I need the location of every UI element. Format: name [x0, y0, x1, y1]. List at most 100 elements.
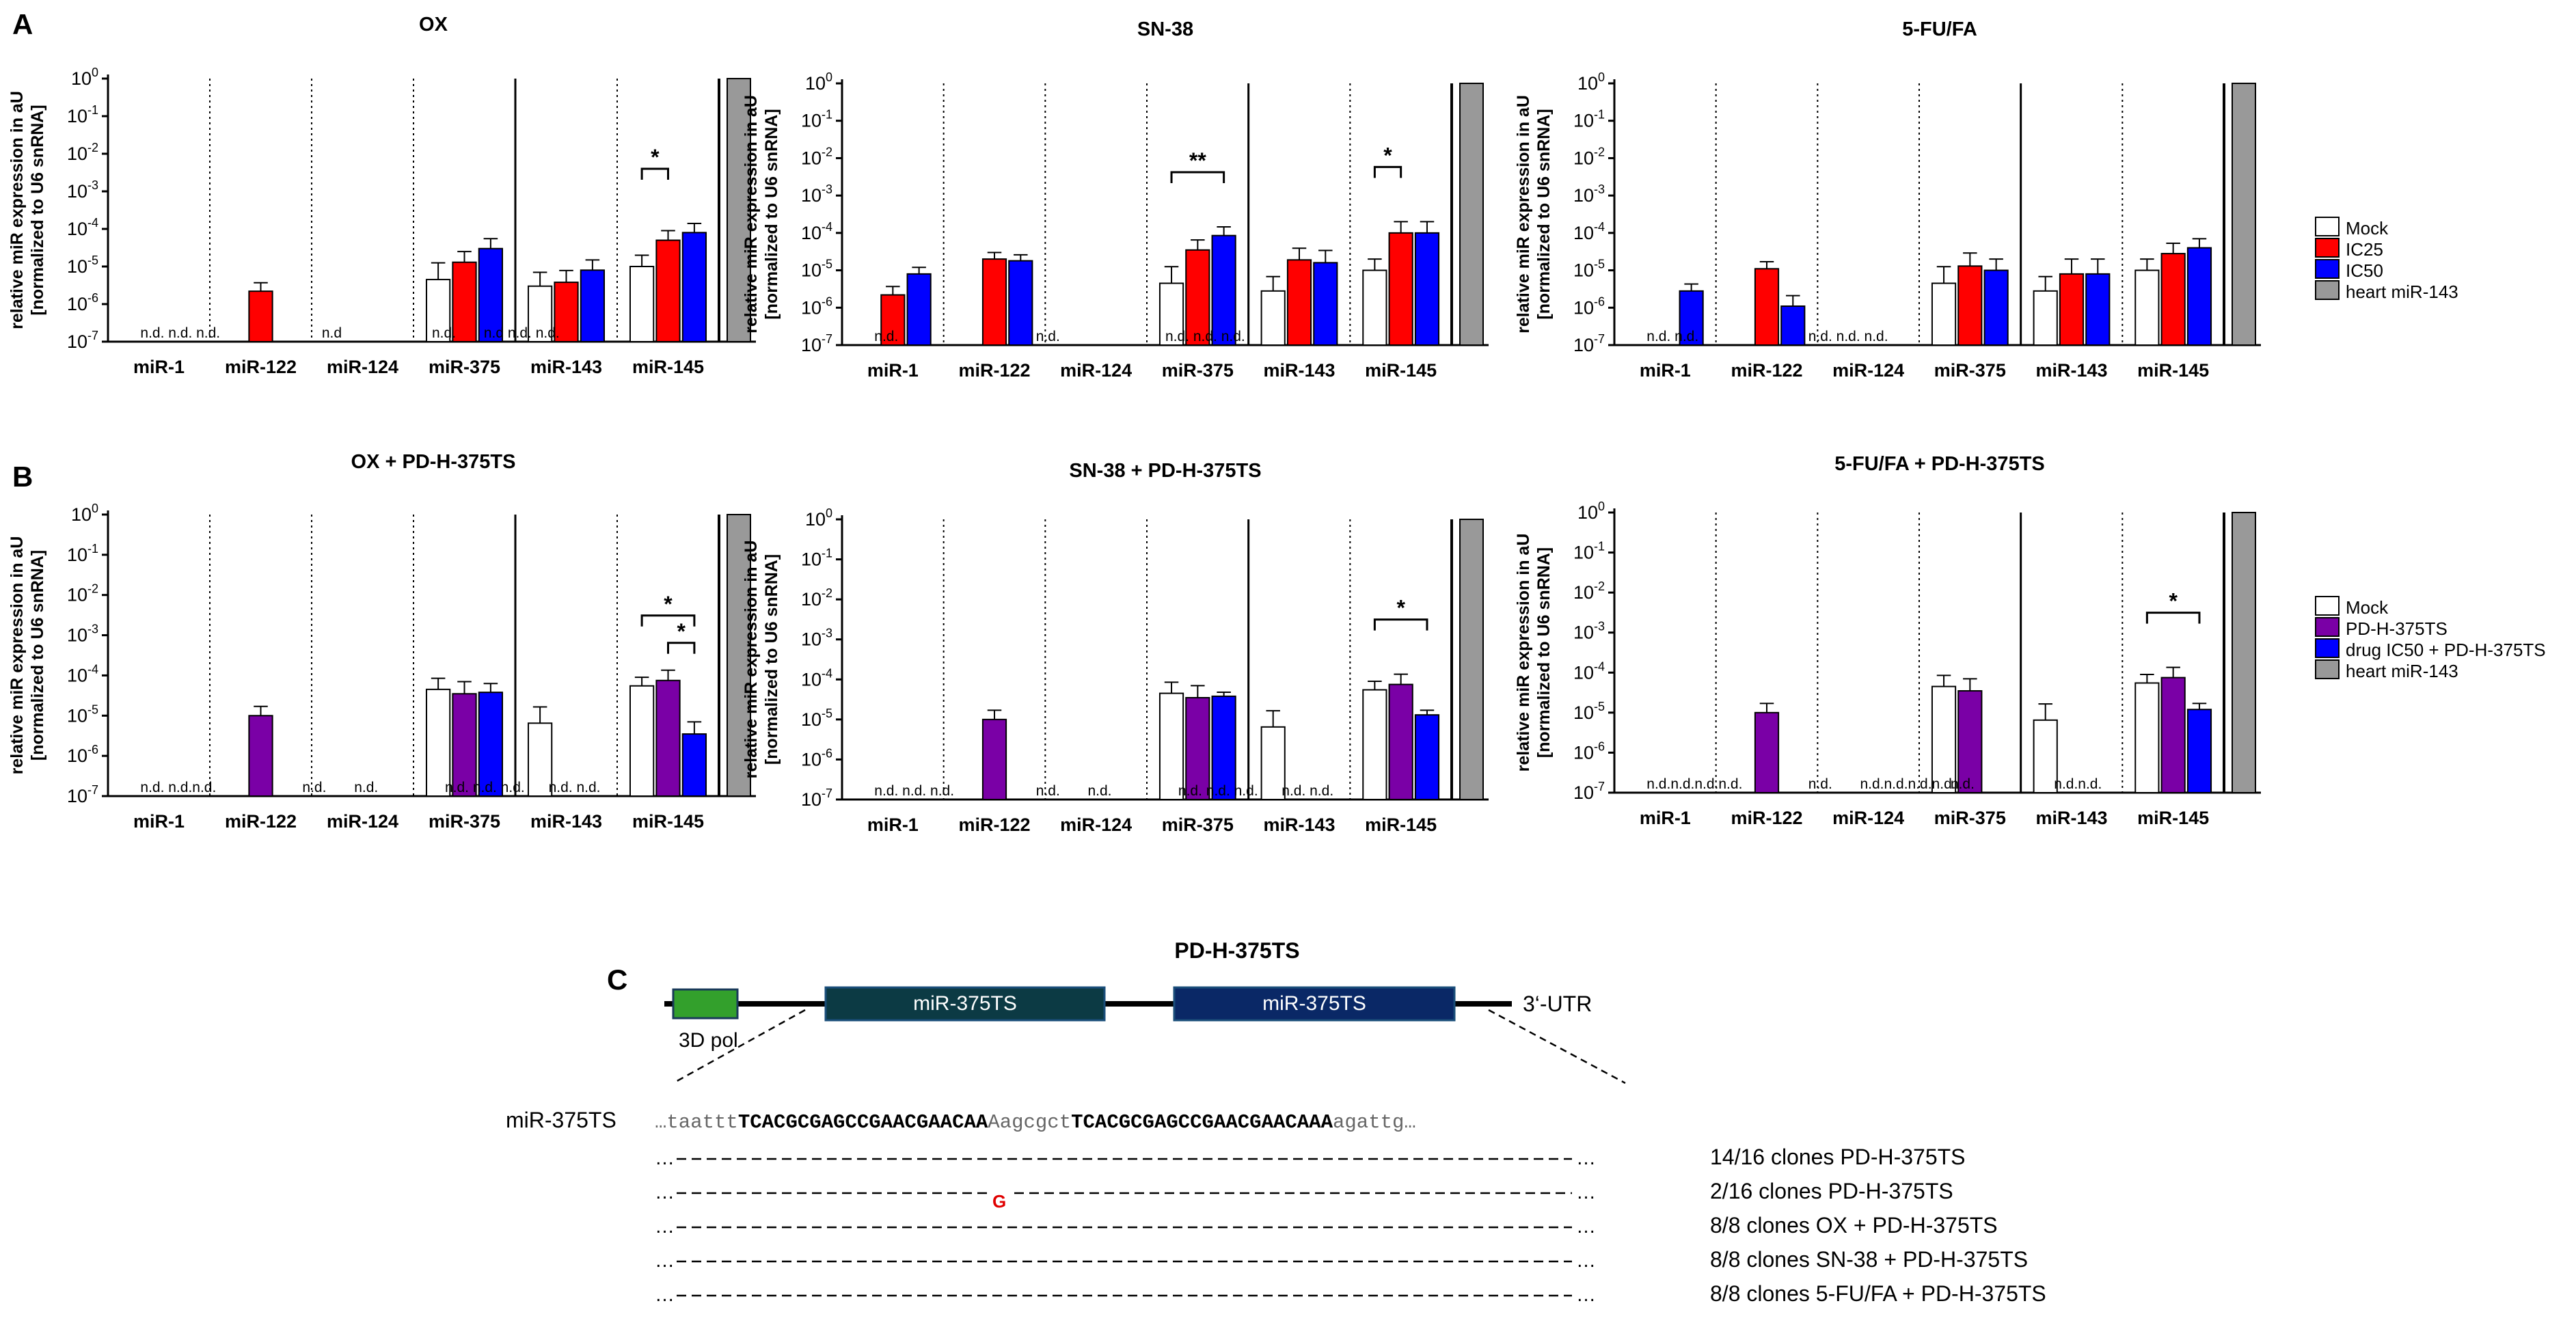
nd-label: n.d. — [874, 329, 898, 344]
legend-a-label-2: IC50 — [2346, 260, 2383, 281]
y-axis-label-4: relative miR expression in aU[normalized… — [742, 541, 781, 779]
y-tick-exponent: -2 — [87, 582, 98, 596]
nd-label: n.d. — [302, 780, 326, 795]
y-tick-exponent: -7 — [1594, 780, 1605, 793]
legend-b-label-3: heart miR-143 — [2346, 661, 2458, 681]
y-axis-label-line1: relative miR expression in aU — [8, 536, 27, 775]
mir375ts-box-1-label: miR-375TS — [913, 992, 1017, 1015]
y-axis-label-5: relative miR expression in aU[normalized… — [1514, 534, 1554, 772]
x-tick-label: miR-375 — [1162, 360, 1234, 381]
y-tick-exponent: -6 — [87, 291, 98, 305]
y-tick-base: 10 — [1573, 111, 1594, 131]
y-tick-label: 100 — [1577, 500, 1605, 523]
nd-label: n.d n.d. n.d. — [484, 325, 560, 341]
x-tick-label: miR-122 — [1731, 808, 1802, 828]
y-tick-label: 100 — [805, 70, 832, 94]
nd-label: n.d. n.d. — [549, 780, 601, 795]
y-tick-label: 10-7 — [1573, 780, 1605, 803]
y-tick-base: 10 — [801, 148, 822, 168]
clone-label-0: 14/16 clones PD-H-375TS — [1710, 1145, 1966, 1169]
y-tick-base: 10 — [801, 669, 822, 689]
x-tick-label: miR-375 — [429, 811, 500, 832]
y-tick-label: 10-1 — [67, 103, 98, 126]
y-tick-exponent: 0 — [92, 66, 98, 79]
chart-title-5: 5-FU/FA + PD-H-375TS — [1834, 453, 2045, 475]
y-axis-label-line2: [normalized to U6 snRNA] — [28, 105, 47, 315]
bar — [1211, 695, 1236, 800]
bar — [1286, 259, 1312, 346]
significance-bracket — [1373, 165, 1402, 178]
clone-label-3: 8/8 clones SN-38 + PD-H-375TS — [1710, 1247, 2028, 1272]
bar — [629, 685, 655, 797]
zoom-line-right — [1488, 1009, 1626, 1084]
bar — [655, 679, 681, 797]
y-tick-exponent: -3 — [87, 178, 98, 192]
y-tick-label: 10-2 — [67, 582, 98, 605]
y-tick-exponent: -1 — [87, 542, 98, 556]
x-tick-label: miR-143 — [1263, 360, 1335, 381]
chart-title-1: SN-38 — [1137, 18, 1193, 40]
x-tick-label: miR-124 — [327, 357, 398, 377]
y-tick-exponent: -5 — [1594, 258, 1605, 271]
y-tick-label: 10-3 — [1573, 182, 1605, 206]
y-tick-label: 10-7 — [67, 783, 98, 806]
panel-letter-a: A — [12, 8, 33, 40]
y-tick-label: 10-2 — [801, 586, 832, 610]
y-tick-exponent: -2 — [822, 586, 832, 600]
y-tick-label: 10-4 — [67, 216, 98, 239]
mir375ts-box-2-label: miR-375TS — [1262, 992, 1366, 1015]
bar — [1754, 711, 1780, 794]
y-tick-exponent: -7 — [87, 783, 98, 797]
y-axis-label-line2: [normalized to U6 snRNA] — [762, 554, 781, 765]
y-tick-exponent: 0 — [826, 70, 832, 84]
significance-marker: * — [664, 592, 673, 616]
bar — [2160, 253, 2186, 346]
y-tick-base: 10 — [1573, 742, 1594, 763]
chart-2: 5-FU/FA relative miR expression in aU[nor… — [1514, 18, 2261, 381]
y-tick-label: 10-4 — [801, 220, 832, 243]
y-tick-base: 10 — [805, 73, 826, 94]
bar — [2186, 709, 2212, 793]
y-tick-base: 10 — [67, 331, 87, 352]
y-tick-base: 10 — [1573, 582, 1594, 603]
significance-marker: * — [1396, 596, 1405, 620]
reference-bar — [727, 78, 751, 342]
y-tick-exponent: -3 — [1594, 620, 1605, 633]
y-tick-exponent: -4 — [87, 216, 98, 230]
y-tick-base: 10 — [1573, 297, 1594, 318]
y-tick-base: 10 — [801, 549, 822, 570]
bar — [2160, 677, 2186, 794]
y-tick-exponent: -2 — [87, 141, 98, 154]
y-tick-label: 10-5 — [801, 258, 832, 281]
bar — [1362, 689, 1387, 800]
nd-label: n.d — [322, 325, 342, 341]
y-tick-exponent: -2 — [822, 145, 832, 159]
significance-marker: * — [677, 619, 686, 644]
y-tick-base: 10 — [67, 106, 87, 126]
y-tick-label: 10-2 — [67, 141, 98, 164]
x-tick-label: miR-124 — [1832, 360, 1904, 381]
significance-marker: ** — [1189, 148, 1206, 173]
y-tick-label: 10-6 — [67, 291, 98, 314]
y-tick-label: 10-1 — [1573, 540, 1605, 563]
mutation-marker: G — [992, 1191, 1006, 1212]
y-tick-base: 10 — [67, 294, 87, 314]
bar — [1754, 268, 1780, 346]
y-tick-base: 10 — [67, 545, 87, 565]
y-tick-label: 10-7 — [801, 787, 832, 810]
bar — [2134, 682, 2160, 793]
y-tick-label: 10-1 — [801, 547, 832, 570]
y-tick-base: 10 — [67, 219, 87, 239]
y-tick-exponent: 0 — [1598, 70, 1605, 84]
y-axis-label-line2: [normalized to U6 snRNA] — [1534, 547, 1554, 758]
x-tick-label: miR-145 — [2137, 808, 2209, 828]
y-axis-label-1: relative miR expression in aU[normalized… — [742, 95, 781, 333]
x-tick-label: miR-1 — [1640, 360, 1691, 381]
bar — [2059, 273, 2085, 346]
nd-label: n.d. n.d. n.d. — [1165, 329, 1245, 344]
chart-title-4: SN-38 + PD-H-375TS — [1069, 460, 1261, 482]
legend-a: Mock IC25 IC50 heart miR-143 — [2315, 217, 2458, 302]
nd-label: n.d. n.d. n.d. — [140, 325, 220, 341]
nd-label: n.d.n.d.n.d.n.d. — [1646, 776, 1742, 792]
bar — [1414, 232, 1440, 346]
